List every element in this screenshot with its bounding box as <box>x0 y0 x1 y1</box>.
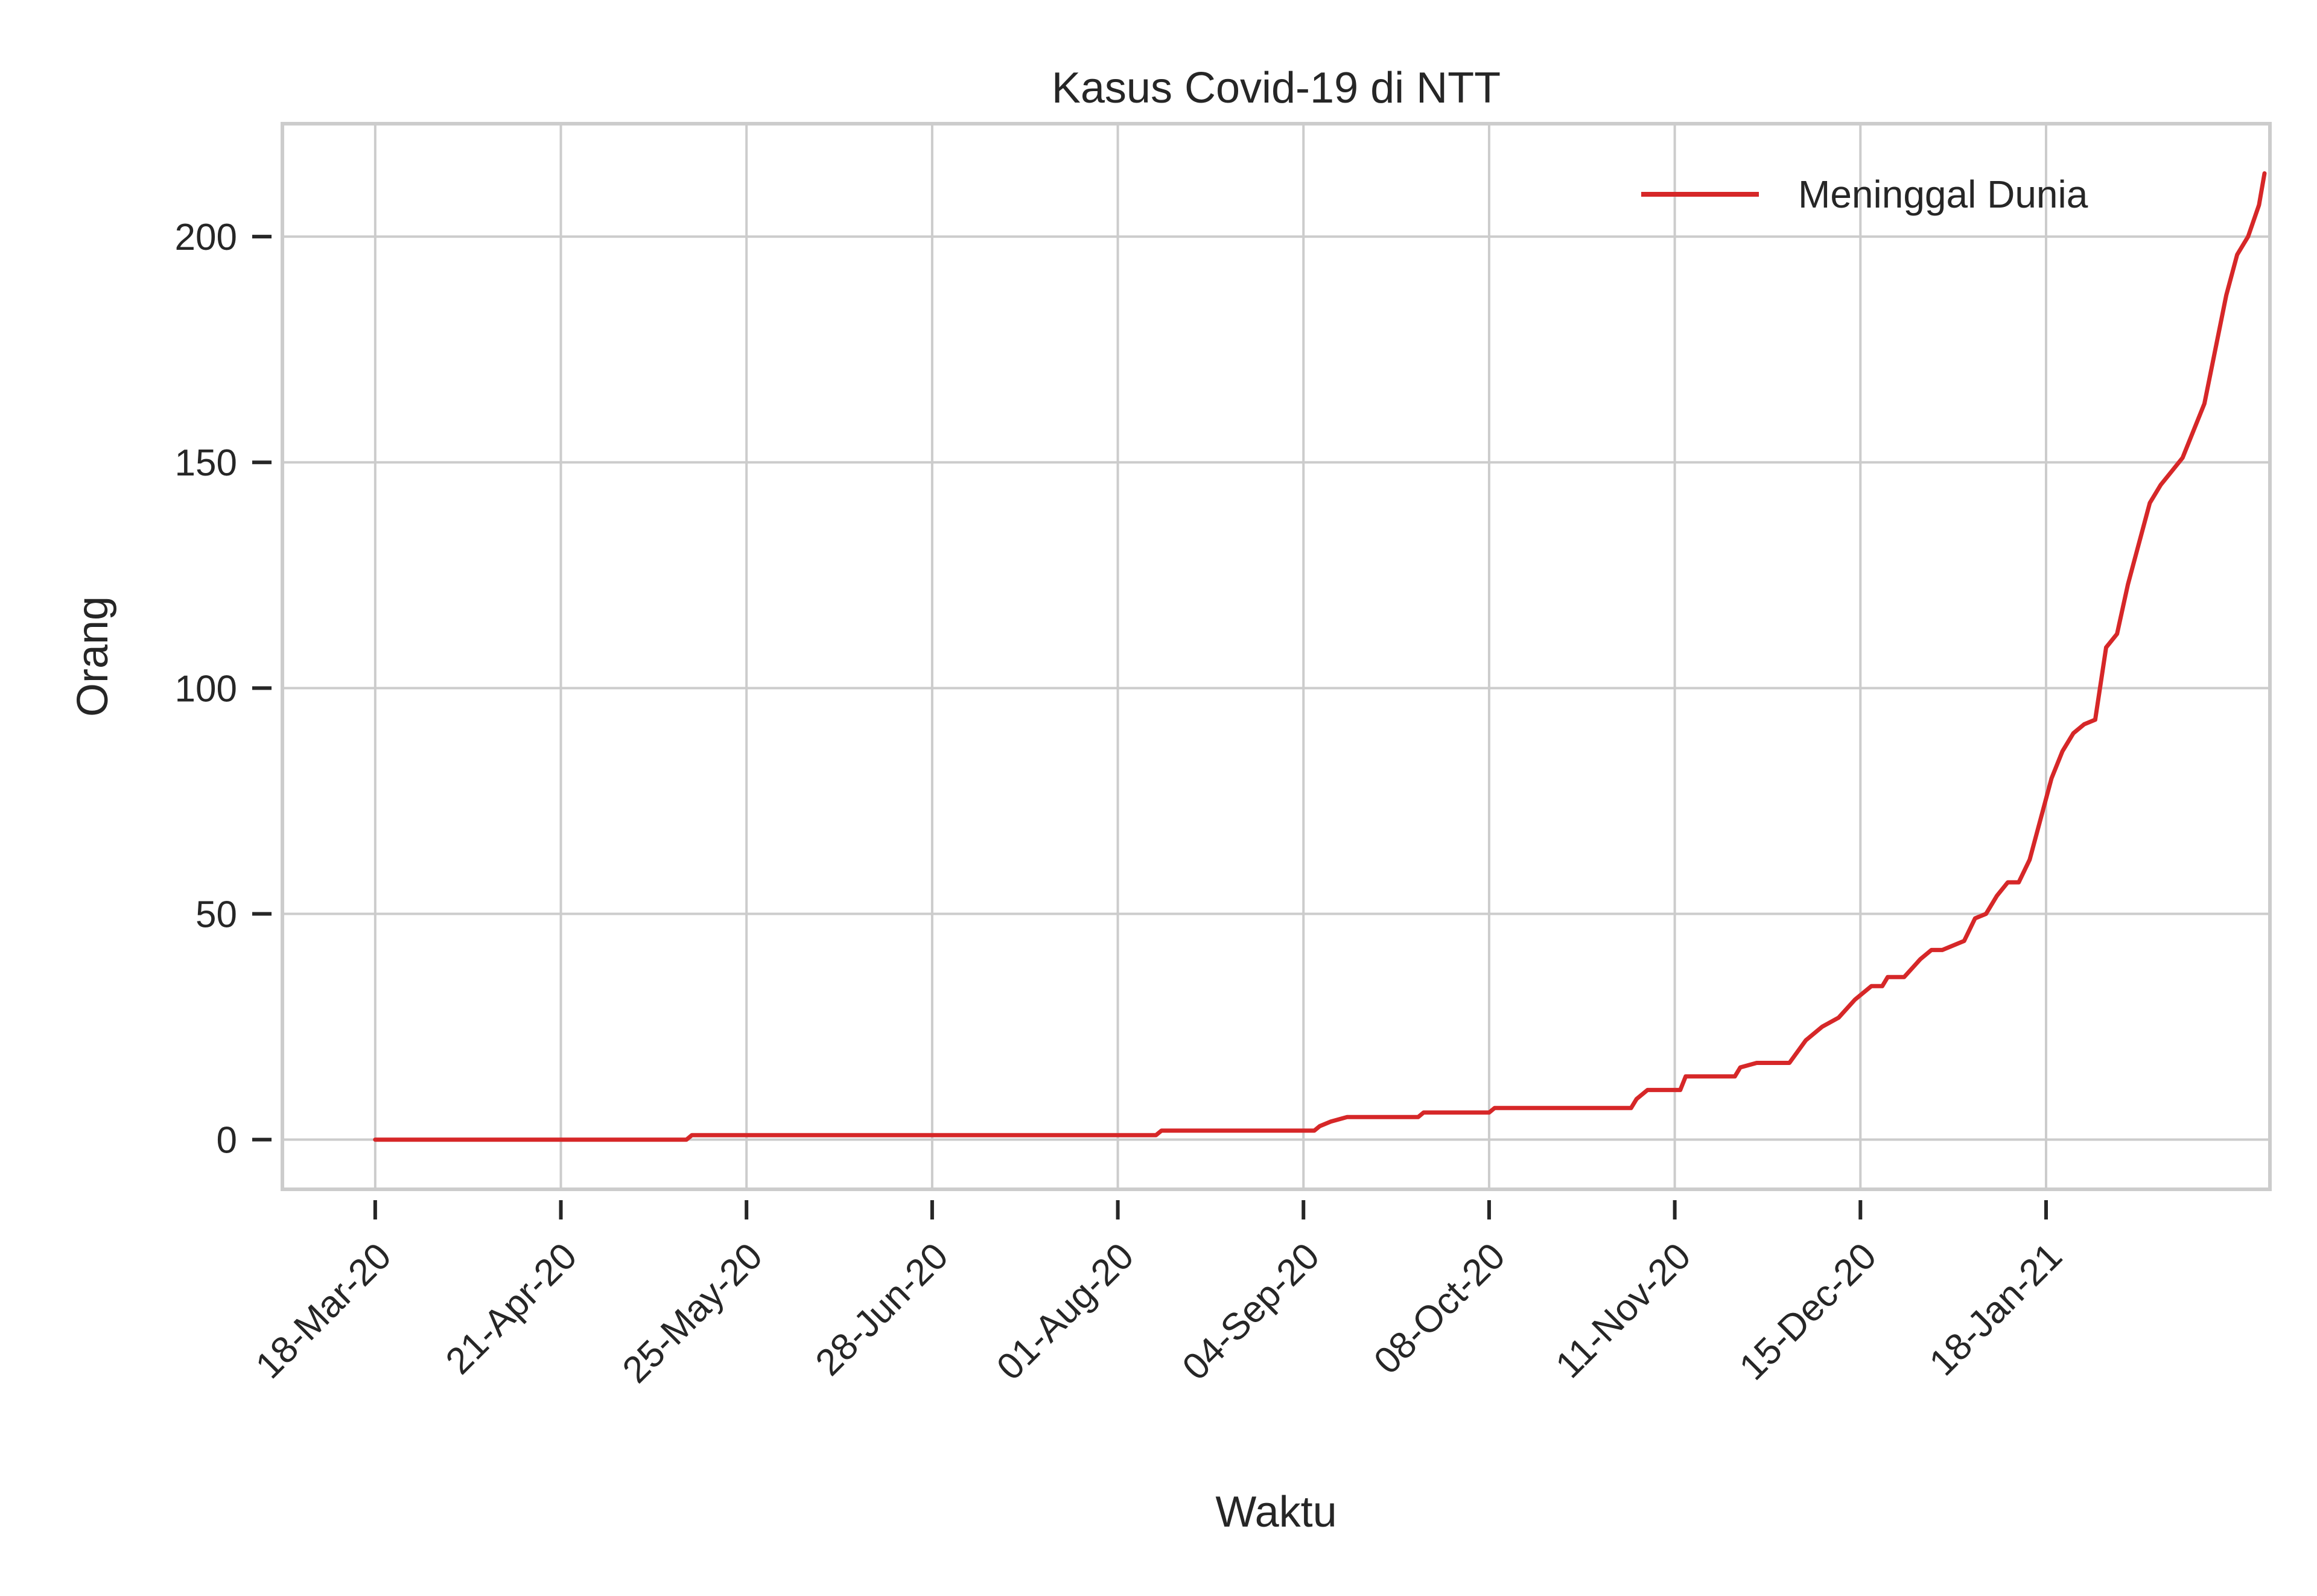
y-tick-label: 100 <box>175 668 237 710</box>
y-axis-title: Orang <box>69 596 117 717</box>
chart-title: Kasus Covid-19 di NTT <box>1052 64 1501 112</box>
x-axis-title: Waktu <box>1215 1488 1336 1536</box>
y-tick-label: 200 <box>175 217 237 258</box>
series-line-meninggal-dunia <box>373 171 2267 1142</box>
series-layer <box>373 171 2267 1142</box>
legend: Meninggal Dunia <box>1641 173 2088 216</box>
y-tick-label: 150 <box>175 442 237 484</box>
y-tick-label: 0 <box>217 1120 237 1162</box>
plot-frame <box>281 122 2272 1191</box>
y-tick-label: 50 <box>195 894 237 936</box>
legend-label: Meninggal Dunia <box>1798 173 2088 216</box>
grid <box>282 124 2270 1189</box>
